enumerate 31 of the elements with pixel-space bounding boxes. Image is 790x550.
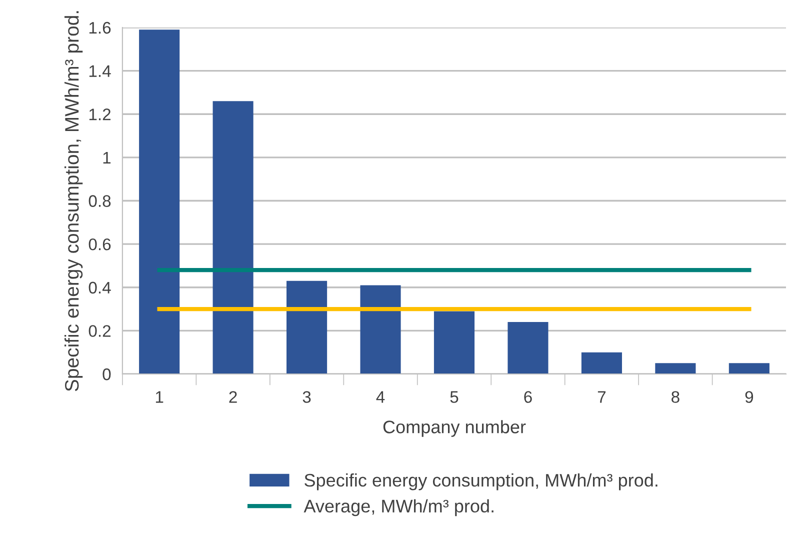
x-tick-label: 5: [450, 391, 458, 403]
legend-label: Specific energy consumption, MWh/m³ prod.: [304, 473, 658, 490]
y-tick-label: 0.6: [88, 238, 111, 250]
x-tick-label: 9: [745, 391, 754, 403]
legend-label: Average, MWh/m³ prod.: [304, 499, 494, 516]
y-tick-label: 1.4: [89, 65, 111, 77]
x-axis-title: Company number: [383, 420, 526, 437]
bar: [286, 280, 328, 374]
x-tick-label: 8: [672, 391, 680, 403]
y-tick-label: 0: [102, 368, 111, 380]
bar: [728, 363, 770, 374]
x-tick-label: 7: [598, 391, 606, 403]
bar: [655, 363, 696, 374]
bar: [212, 101, 254, 374]
bar: [139, 30, 180, 374]
bar: [508, 322, 548, 374]
x-tick-label: 3: [302, 391, 311, 403]
y-tick-label: 0.8: [88, 195, 111, 207]
bar: [434, 311, 475, 374]
y-tick-label: 1.2: [89, 108, 111, 120]
y-tick-label: 0.2: [88, 325, 111, 337]
y-axis-title: Specific energy consumption, MWh/m³ prod.: [64, 11, 83, 392]
y-tick-label: 0.4: [88, 282, 111, 294]
x-tick-label: 6: [524, 391, 532, 403]
x-tick-label: 4: [376, 391, 385, 403]
bar: [581, 352, 622, 374]
bar: [360, 285, 401, 374]
y-tick-label: 1.6: [89, 22, 111, 34]
x-tick-label: 2: [229, 391, 237, 403]
y-tick-label: 1: [103, 152, 111, 164]
x-tick-label: 1: [156, 391, 164, 403]
